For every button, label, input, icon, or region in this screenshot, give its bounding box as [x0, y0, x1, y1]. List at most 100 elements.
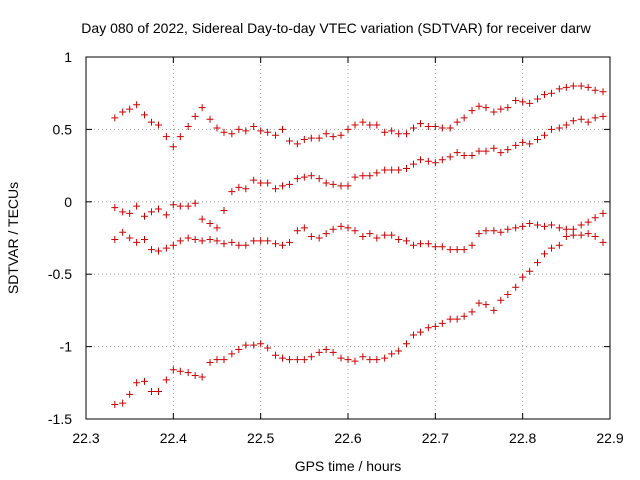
data-point — [126, 105, 134, 113]
data-point — [322, 230, 330, 238]
data-point — [541, 250, 548, 258]
data-point — [206, 359, 214, 367]
data-point — [403, 130, 411, 138]
data-point — [526, 267, 534, 275]
chart-title: Day 080 of 2022, Sidereal Day-to-day VTE… — [81, 20, 591, 36]
data-point — [242, 185, 250, 193]
data-point — [228, 350, 236, 358]
data-point — [599, 112, 607, 120]
data-point — [213, 124, 221, 132]
data-point — [490, 144, 498, 152]
data-point — [569, 117, 577, 125]
data-point — [250, 341, 258, 349]
data-point — [460, 312, 468, 320]
data-point — [119, 208, 127, 216]
data-point — [111, 114, 119, 122]
x-tick-label: 22.4 — [160, 430, 187, 446]
data-point — [198, 104, 206, 112]
data-point — [438, 156, 446, 164]
data-point — [482, 301, 490, 309]
data-point — [141, 212, 149, 220]
data-point — [191, 372, 199, 380]
data-point — [154, 247, 162, 255]
data-point — [148, 208, 155, 216]
data-point — [395, 235, 403, 243]
data-point — [599, 88, 607, 96]
data-point — [410, 331, 417, 339]
data-point — [410, 124, 417, 132]
data-point — [141, 235, 149, 243]
data-point — [366, 172, 374, 180]
data-point — [373, 234, 381, 242]
data-point — [264, 344, 272, 352]
data-point — [526, 220, 534, 228]
data-point — [410, 160, 417, 168]
data-point — [555, 85, 563, 93]
data-point — [184, 123, 192, 131]
data-point — [490, 227, 498, 235]
data-point — [460, 114, 468, 122]
data-point — [512, 224, 520, 232]
data-point — [198, 215, 206, 223]
data-point — [206, 220, 214, 228]
data-point — [133, 379, 141, 387]
data-point — [285, 356, 293, 364]
data-point — [424, 324, 432, 332]
data-point — [126, 390, 134, 398]
data-point — [591, 233, 599, 241]
x-tick-label: 22.3 — [72, 430, 99, 446]
data-point — [344, 125, 352, 133]
plot-frame — [85, 56, 611, 420]
data-point — [169, 241, 177, 249]
data-point — [307, 172, 315, 180]
data-point — [184, 369, 192, 377]
data-point — [359, 118, 367, 126]
data-point — [337, 222, 345, 230]
x-tick-label: 22.8 — [509, 430, 536, 446]
data-point — [519, 98, 527, 106]
data-point — [257, 127, 265, 135]
data-point — [584, 218, 592, 226]
data-point — [446, 153, 454, 161]
data-point — [279, 125, 286, 133]
y-tick-label: 0.5 — [53, 121, 73, 137]
data-point — [599, 238, 607, 246]
data-point — [416, 120, 424, 128]
data-point — [315, 175, 323, 183]
x-tick-label: 22.9 — [596, 430, 623, 446]
data-point — [446, 315, 454, 323]
data-point — [154, 387, 162, 395]
data-point — [169, 366, 177, 374]
data-point — [235, 241, 243, 249]
data-point — [191, 235, 199, 243]
data-point — [547, 221, 555, 229]
data-point — [133, 202, 141, 210]
data-point — [541, 91, 548, 99]
data-point — [351, 357, 359, 365]
series-2 — [111, 112, 607, 232]
data-point — [293, 356, 301, 364]
data-point — [162, 244, 170, 252]
data-point — [373, 121, 381, 129]
data-point — [213, 224, 221, 232]
data-point — [446, 246, 454, 254]
data-point — [504, 146, 512, 154]
data-point — [272, 240, 280, 248]
data-point — [111, 401, 119, 409]
data-point — [285, 238, 293, 246]
data-point — [154, 121, 162, 129]
data-point — [577, 82, 585, 90]
data-point — [351, 227, 359, 235]
data-point — [504, 104, 512, 112]
data-point — [497, 105, 505, 113]
data-point — [490, 108, 498, 116]
data-point — [431, 123, 439, 131]
data-point — [468, 151, 476, 159]
data-point — [534, 136, 542, 144]
y-tick-label: -1.5 — [48, 411, 72, 427]
y-tick-label: 1 — [64, 49, 72, 65]
data-point — [162, 211, 170, 219]
data-point — [119, 228, 127, 236]
data-point — [279, 354, 286, 362]
data-point — [504, 225, 512, 233]
